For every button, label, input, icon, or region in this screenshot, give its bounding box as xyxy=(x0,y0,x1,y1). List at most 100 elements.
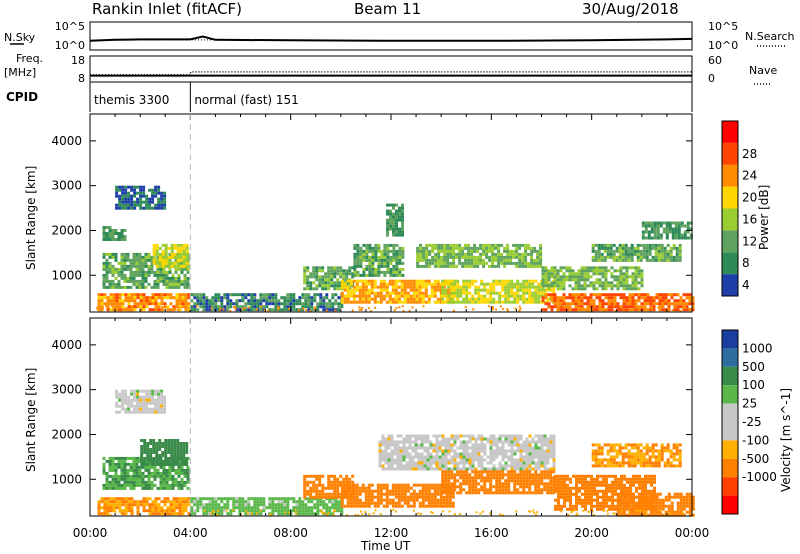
heatmap-cell xyxy=(600,258,604,262)
heatmap-cell xyxy=(408,446,412,450)
heatmap-cell xyxy=(601,287,605,291)
heatmap-cell xyxy=(135,480,139,484)
heatmap-cell xyxy=(174,471,178,475)
heatmap-cell xyxy=(161,306,164,308)
heatmap-cell xyxy=(211,500,215,504)
heatmap-cell xyxy=(528,446,532,450)
heatmap-cell xyxy=(419,258,423,262)
heatmap-cell xyxy=(425,255,429,259)
heatmap-cell xyxy=(339,272,343,276)
heatmap-cell xyxy=(316,512,320,516)
heatmap-cell xyxy=(123,459,127,463)
heatmap-cell xyxy=(179,249,183,253)
heatmap-cell xyxy=(381,467,385,471)
heatmap-cell xyxy=(109,308,113,312)
heatmap-cell xyxy=(168,465,172,469)
heatmap-cell xyxy=(540,458,544,462)
heatmap-cell xyxy=(152,451,156,454)
heatmap-cell xyxy=(645,255,649,259)
heatmap-cell xyxy=(424,504,428,508)
heatmap-cell xyxy=(625,284,629,288)
heatmap-cell xyxy=(176,246,180,250)
heatmap-cell xyxy=(111,486,115,490)
heatmap-cell xyxy=(492,285,496,289)
heatmap-cell xyxy=(553,302,557,306)
heatmap-cell xyxy=(154,305,158,309)
heatmap-cell xyxy=(612,258,616,262)
heatmap-cell xyxy=(544,278,548,282)
heatmap-cell xyxy=(422,252,426,256)
heatmap-cell xyxy=(138,477,142,481)
heatmap-cell xyxy=(371,246,375,250)
heatmap-cell xyxy=(495,291,499,295)
heatmap-cell xyxy=(444,440,448,444)
heatmap-cell xyxy=(525,458,529,462)
heatmap-cell xyxy=(534,455,538,459)
heatmap-cell xyxy=(179,258,183,262)
heatmap-cell xyxy=(153,270,157,274)
heatmap-cell xyxy=(166,500,170,504)
heatmap-cell xyxy=(468,279,472,283)
heatmap-cell xyxy=(525,461,529,465)
heatmap-cell xyxy=(164,451,168,454)
heatmap-cell xyxy=(653,233,657,237)
heatmap-cell xyxy=(633,249,637,253)
heatmap-cell xyxy=(121,398,125,402)
heatmap-cell xyxy=(334,293,338,297)
heatmap-cell xyxy=(381,464,385,468)
heatmap-cell xyxy=(144,273,148,277)
heatmap-cell xyxy=(435,464,439,468)
heatmap-cell xyxy=(318,477,322,481)
heatmap-cell xyxy=(135,282,139,286)
heatmap-cell xyxy=(304,512,308,516)
heatmap-cell xyxy=(138,471,142,475)
heatmap-cell xyxy=(513,467,517,471)
heatmap-cell xyxy=(589,269,593,273)
heatmap-cell xyxy=(422,264,426,268)
heatmap-cell xyxy=(157,506,161,510)
heatmap-cell xyxy=(433,483,437,487)
heatmap-cell xyxy=(112,500,116,504)
heatmap-cell xyxy=(518,258,522,262)
heatmap-cell xyxy=(543,464,547,468)
heatmap-cell xyxy=(211,506,215,510)
heatmap-cell xyxy=(400,285,404,289)
heatmap-cell xyxy=(103,506,107,510)
heatmap-cell xyxy=(474,470,478,474)
heatmap-cell xyxy=(371,258,375,262)
heatmap-cell xyxy=(504,294,508,298)
heatmap-cell xyxy=(408,309,411,312)
heatmap-cell xyxy=(142,506,146,510)
heatmap-cell xyxy=(424,294,428,298)
heatmap-cell xyxy=(154,194,158,198)
heatmap-cell xyxy=(492,452,496,456)
heatmap-cell xyxy=(336,483,340,487)
heatmap-cell xyxy=(395,224,398,228)
heatmap-cell xyxy=(644,221,648,225)
heatmap-cell xyxy=(443,261,447,265)
heatmap-cell xyxy=(159,273,163,277)
heatmap-cell xyxy=(613,302,617,306)
heatmap-cell xyxy=(401,233,404,237)
heatmap-cell xyxy=(164,264,168,268)
heatmap-cell xyxy=(540,455,544,459)
heatmap-cell xyxy=(550,296,554,300)
heatmap-cell xyxy=(120,264,124,268)
heatmap-cell xyxy=(343,285,347,289)
heatmap-cell xyxy=(271,500,275,504)
heatmap-cell xyxy=(173,454,177,457)
heatmap-cell xyxy=(540,449,544,453)
heatmap-cell xyxy=(642,252,646,256)
heatmap-cell xyxy=(498,300,502,304)
heatmap-cell xyxy=(546,482,550,486)
heatmap-cell xyxy=(182,258,186,262)
heatmap-cell xyxy=(649,296,653,300)
heatmap-cell xyxy=(422,258,426,262)
heatmap-cell xyxy=(418,501,422,505)
heatmap-cell xyxy=(689,221,693,225)
heatmap-cell xyxy=(507,473,511,477)
heatmap-cell xyxy=(600,246,604,250)
heatmap-cell xyxy=(386,227,389,231)
heatmap-cell xyxy=(589,284,593,288)
heatmap-cell xyxy=(580,278,584,282)
